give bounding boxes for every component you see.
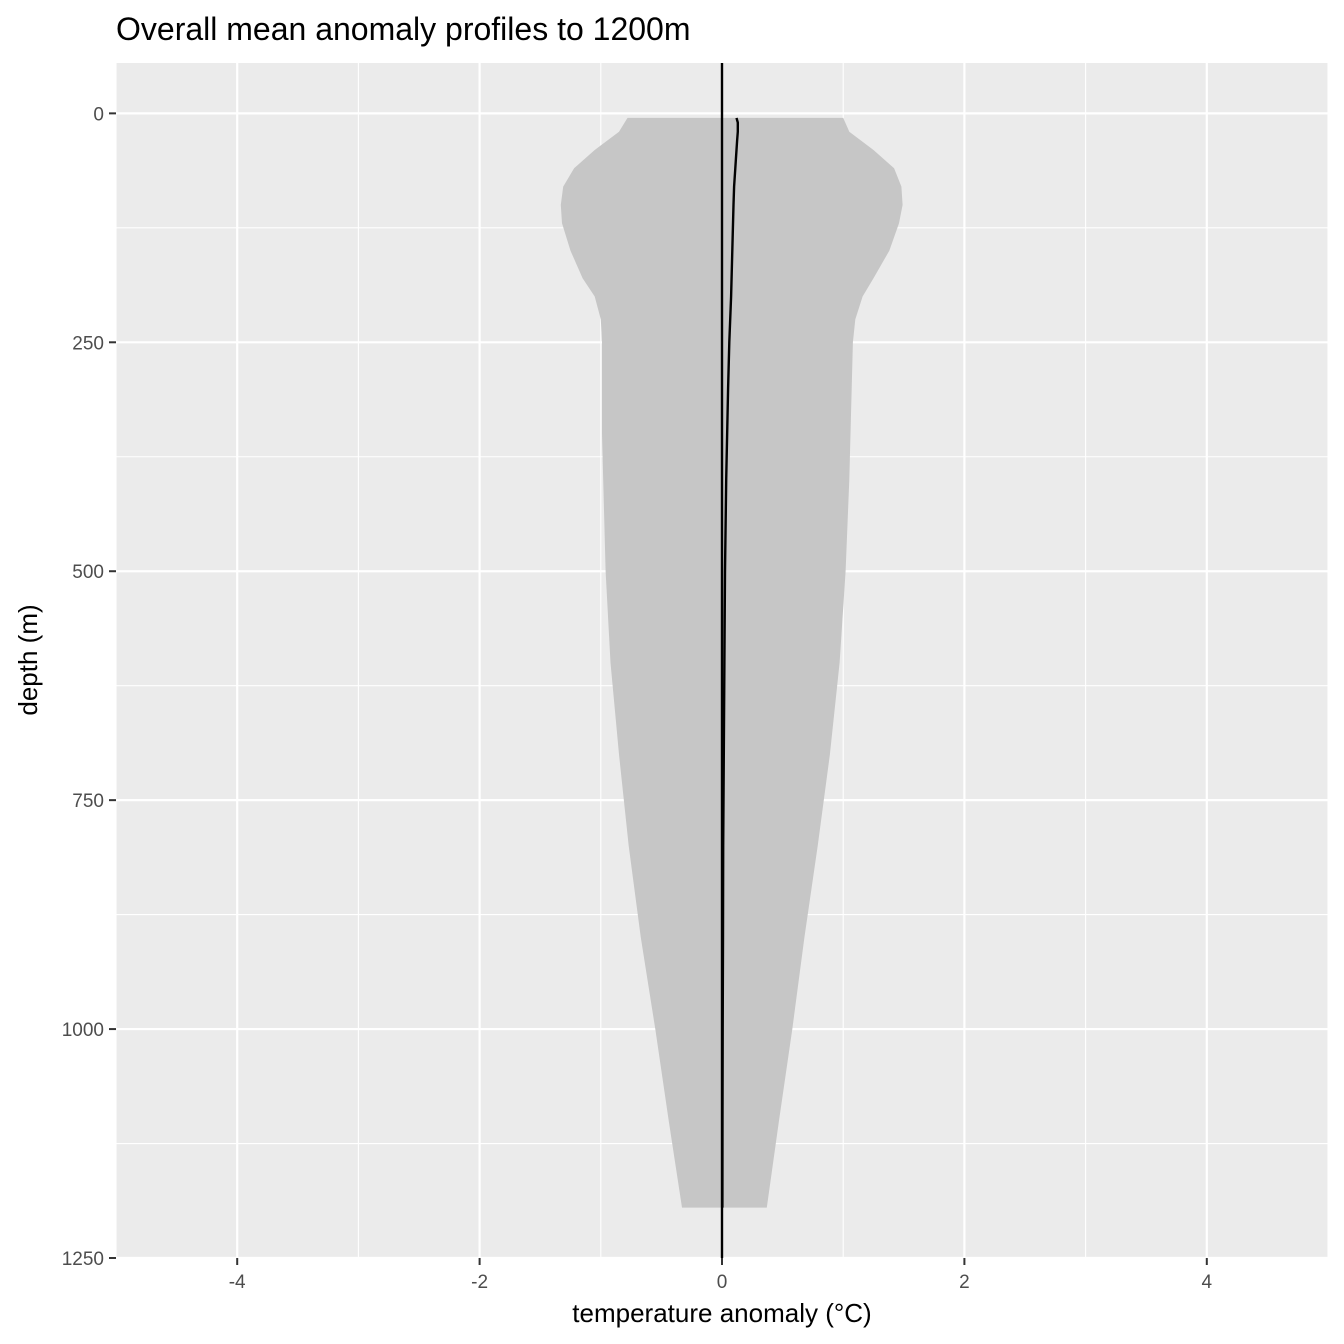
y-tick-label: 1250 bbox=[62, 1249, 104, 1270]
x-tick-label: 2 bbox=[959, 1272, 970, 1293]
anomaly-spread-ribbon bbox=[560, 117, 903, 1208]
x-tick-label: -2 bbox=[471, 1272, 488, 1293]
mean-anomaly-line bbox=[721, 117, 739, 1208]
y-tick-label: 1000 bbox=[62, 1020, 104, 1041]
x-tick-label: -4 bbox=[229, 1272, 246, 1293]
x-tick-label: 4 bbox=[1202, 1272, 1213, 1293]
y-axis: 0 250 500 750 1000 1250 bbox=[62, 104, 116, 1270]
y-axis-title: depth (m) bbox=[13, 604, 43, 715]
x-tick-label: 0 bbox=[717, 1272, 728, 1293]
x-axis-title: temperature anomaly (°C) bbox=[572, 1298, 871, 1328]
y-tick-label: 250 bbox=[72, 333, 104, 354]
y-tick-label: 0 bbox=[93, 104, 104, 125]
x-axis: -4 -2 0 2 4 bbox=[229, 1258, 1213, 1293]
chart-title: Overall mean anomaly profiles to 1200m bbox=[116, 11, 691, 47]
y-tick-label: 500 bbox=[72, 562, 104, 583]
y-tick-label: 750 bbox=[72, 791, 104, 812]
